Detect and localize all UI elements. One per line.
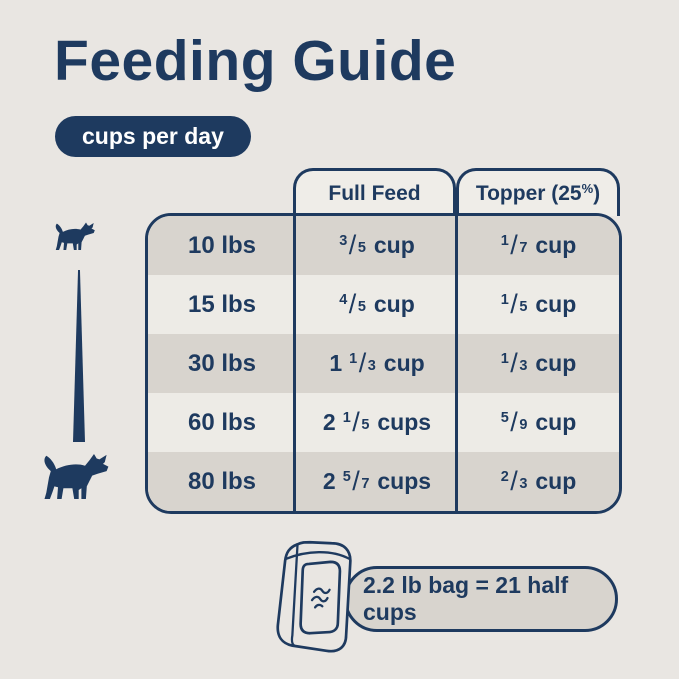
weight-cell: 60 lbs: [148, 409, 296, 437]
fraction-denominator: 5: [357, 240, 366, 256]
full-feed-cell: 2 5/7 cups: [296, 466, 458, 497]
table-row: 10 lbs 3/5 cup 1/7 cup: [148, 216, 619, 275]
fraction-denominator: 3: [367, 358, 376, 374]
full-feed-label: Full Feed: [328, 181, 421, 205]
column-header-topper: Topper (25%): [456, 168, 620, 216]
fraction-denominator: 7: [519, 240, 528, 256]
fraction-denominator: 5: [361, 417, 370, 433]
full-feed-cell: 1 1/3 cup: [296, 348, 458, 379]
weight-cell: 80 lbs: [148, 468, 296, 496]
fraction-denominator: 5: [357, 299, 366, 315]
column-divider: [455, 216, 458, 511]
unit-label: cup: [535, 468, 577, 494]
fraction-slash: /: [510, 466, 518, 496]
fraction-slash: /: [352, 407, 360, 437]
table-row: 60 lbs 2 1/5 cups 5/9 cup: [148, 393, 619, 452]
topper-value: 1/3 cup: [501, 348, 577, 379]
fraction-numerator: 1: [500, 233, 509, 249]
fraction-numerator: 4: [339, 292, 348, 308]
page-title: Feeding Guide: [54, 29, 457, 93]
fraction-slash: /: [510, 348, 518, 378]
topper-value: 1/7 cup: [501, 230, 577, 261]
unit-label: cup: [535, 409, 577, 435]
fraction-whole: 1: [329, 350, 343, 376]
dog-food-bag-icon: [266, 535, 358, 657]
full-feed-value: 1 1/3 cup: [329, 348, 424, 379]
fraction-slash: /: [510, 289, 518, 319]
fraction-numerator: 2: [500, 469, 509, 485]
column-divider: [293, 216, 296, 511]
topper-value: 5/9 cup: [501, 407, 577, 438]
cups-per-day-badge: cups per day: [55, 116, 251, 157]
table-row: 30 lbs 1 1/3 cup 1/3 cup: [148, 334, 619, 393]
weight-cell: 30 lbs: [148, 350, 296, 378]
fraction-slash: /: [358, 348, 367, 378]
table-row: 15 lbs 4/5 cup 1/5 cup: [148, 275, 619, 334]
small-dog-icon: [53, 222, 97, 256]
fraction-numerator: 1: [500, 351, 509, 367]
weight-label: 80 lbs: [187, 467, 257, 495]
full-feed-cell: 4/5 cup: [296, 289, 458, 320]
weight-label: 10 lbs: [187, 231, 257, 259]
full-feed-value: 4/5 cup: [339, 289, 415, 320]
fraction-slash: /: [348, 230, 357, 260]
table-row: 80 lbs 2 5/7 cups 2/3 cup: [148, 452, 619, 511]
unit-label: cup: [535, 291, 577, 317]
feeding-table: 10 lbs 3/5 cup 1/7 cup 15 lbs 4/5 cup 1/5 cu…: [145, 213, 622, 514]
fraction-slash: /: [510, 230, 518, 260]
fraction-slash: /: [510, 407, 518, 437]
unit-label: cups: [377, 468, 432, 494]
weight-label: 30 lbs: [187, 349, 257, 377]
full-feed-value: 3/5 cup: [339, 230, 415, 261]
fraction-slash: /: [348, 289, 357, 319]
bag-yield-text: 2.2 lb bag = 21 half cups: [363, 572, 569, 625]
topper-cell: 5/9 cup: [458, 407, 619, 438]
unit-label: cup: [383, 350, 425, 376]
fraction-numerator: 5: [500, 410, 509, 426]
size-gradient-taper: [73, 270, 85, 442]
fraction-denominator: 3: [519, 476, 528, 492]
fraction-numerator: 1: [349, 351, 358, 367]
unit-label: cups: [377, 409, 432, 435]
fraction-whole: 2: [322, 468, 336, 494]
fraction-numerator: 1: [500, 292, 509, 308]
unit-label: cup: [535, 350, 577, 376]
unit-label: cup: [373, 291, 415, 317]
topper-cell: 1/3 cup: [458, 348, 619, 379]
weight-label: 15 lbs: [187, 290, 257, 318]
topper-value: 1/5 cup: [501, 289, 577, 320]
full-feed-cell: 2 1/5 cups: [296, 407, 458, 438]
badge-label: cups per day: [82, 123, 224, 149]
fraction-denominator: 3: [519, 358, 528, 374]
fraction-denominator: 9: [519, 417, 528, 433]
weight-label: 60 lbs: [187, 408, 257, 436]
topper-cell: 1/7 cup: [458, 230, 619, 261]
fraction-denominator: 7: [361, 476, 370, 492]
fraction-denominator: 5: [519, 299, 528, 315]
fraction-numerator: 1: [342, 410, 351, 426]
column-header-full-feed: Full Feed: [293, 168, 456, 216]
full-feed-value: 2 5/7 cups: [323, 466, 431, 497]
fraction-whole: 2: [322, 409, 336, 435]
fraction-numerator: 3: [339, 233, 348, 249]
large-dog-icon: [40, 450, 112, 512]
unit-label: cup: [373, 232, 415, 258]
topper-cell: 1/5 cup: [458, 289, 619, 320]
topper-label: Topper (25%): [475, 181, 601, 205]
bag-yield-banner: 2.2 lb bag = 21 half cups: [344, 566, 618, 632]
percent-superscript: %: [581, 181, 594, 196]
unit-label: cup: [535, 232, 577, 258]
weight-cell: 10 lbs: [148, 232, 296, 260]
full-feed-cell: 3/5 cup: [296, 230, 458, 261]
fraction-numerator: 5: [342, 469, 351, 485]
fraction-slash: /: [352, 466, 360, 496]
weight-cell: 15 lbs: [148, 291, 296, 319]
full-feed-value: 2 1/5 cups: [323, 407, 431, 438]
topper-value: 2/3 cup: [501, 466, 577, 497]
topper-cell: 2/3 cup: [458, 466, 619, 497]
